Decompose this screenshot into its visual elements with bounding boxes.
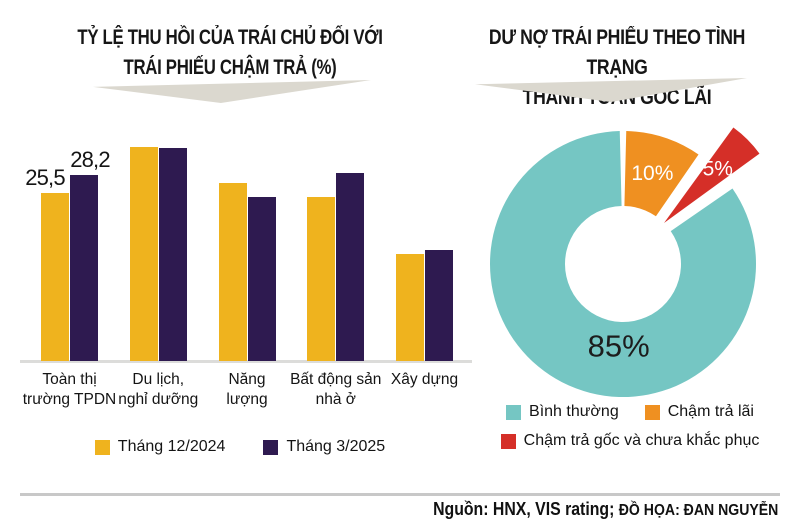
- legend-swatch-purple: [263, 439, 279, 455]
- legend-swatch-teal: [506, 404, 522, 420]
- donut-slice-label-2: 85%: [588, 328, 650, 363]
- legend-item-cham-tra-lai: Chậm trả lãi: [644, 403, 754, 421]
- donut-slice-0: [624, 131, 699, 217]
- bar-chart-title-line2: TRÁI PHIẾU CHẬM TRẢ (%): [123, 56, 337, 80]
- legend-item-cham-tra-goc: Chậm trả gốc và chưa khắc phục: [500, 432, 760, 450]
- x-axis-label: Toàn thị trường TPDN: [22, 371, 117, 408]
- x-axis-label: Du lịch, nghỉ dưỡng: [118, 371, 199, 408]
- bar-chart-legend: Tháng 12/2024 Tháng 3/2025: [20, 438, 460, 456]
- bar-series0-group2: [218, 182, 247, 361]
- donut-legend-row-2: Chậm trả gốc và chưa khắc phục: [470, 432, 790, 450]
- bar-series1-group0: [70, 174, 98, 361]
- down-arrow-icon: [93, 80, 371, 103]
- donut-slice-1: [664, 127, 760, 223]
- legend-item-thang-3-2025: Tháng 3/2025: [263, 438, 385, 456]
- donut-slice-label-0: 10%: [631, 162, 673, 185]
- footer-divider: [20, 493, 780, 496]
- bar-series1-group4: [425, 250, 453, 361]
- bar-series0-group4: [396, 254, 424, 361]
- source-credit: Nguồn: HNX, VIS rating; ĐỒ HỌA: ĐAN NGUY…: [433, 499, 778, 520]
- bar-chart-title-line1: TỶ LỆ THU HỒI CỦA TRÁI CHỦ ĐỐI VỚI: [77, 26, 383, 50]
- legend-swatch-orange: [644, 404, 660, 420]
- donut-chart: 10% 5% 85%: [490, 127, 760, 398]
- bar-series0-group3: [307, 197, 336, 361]
- credit-text: ĐỒ HỌA: ĐAN NGUYỄN: [618, 502, 778, 519]
- legend-item-binh-thuong: Bình thường: [506, 403, 619, 421]
- legend-item-thang-12-2024: Tháng 12/2024: [94, 438, 226, 456]
- bar-series0-group0: [41, 192, 69, 361]
- donut-legend-row-1: Bình thường Chậm trả lãi: [470, 403, 790, 421]
- legend-label-cham-tra-goc: Chậm trả gốc và chưa khắc phục: [523, 432, 760, 449]
- bar-value-label: 28,2: [70, 146, 110, 172]
- legend-label-cham-tra-lai: Chậm trả lãi: [667, 403, 754, 420]
- bar-series1-group2: [247, 197, 276, 361]
- bar-series1-group1: [158, 147, 187, 361]
- bar-series1-group3: [336, 172, 365, 361]
- bar-chart-plot: 25,5 28,2 Toàn thị trường TPDN Du lịch, nghỉ …: [20, 130, 475, 408]
- bar-value-label: 25,5: [25, 164, 65, 190]
- bar-chart-title: TỶ LỆ THU HỒI CỦA TRÁI CHỦ ĐỐI VỚI TRÁI P…: [58, 23, 402, 83]
- x-axis-label: Bất động sản nhà ở: [290, 371, 382, 408]
- source-text: Nguồn: HNX, VIS rating;: [432, 499, 619, 519]
- donut-slice-label-1: 5%: [703, 158, 733, 181]
- legend-label-thang-12-2024: Tháng 12/2024: [117, 438, 226, 455]
- x-axis-label: Năng lượng: [226, 371, 268, 408]
- bar-series0-group1: [129, 146, 158, 361]
- legend-label-binh-thuong: Bình thường: [529, 403, 619, 420]
- x-axis-line: [20, 360, 472, 363]
- legend-swatch-red: [500, 433, 516, 449]
- donut-chart-title-line1: DƯ NỢ TRÁI PHIẾU THEO TÌNH TRẠNG: [488, 26, 746, 80]
- legend-label-thang-3-2025: Tháng 3/2025: [286, 438, 386, 455]
- x-axis-label: Xây dựng: [390, 371, 459, 388]
- donut-slice-2: [490, 131, 757, 398]
- legend-swatch-yellow: [94, 439, 110, 455]
